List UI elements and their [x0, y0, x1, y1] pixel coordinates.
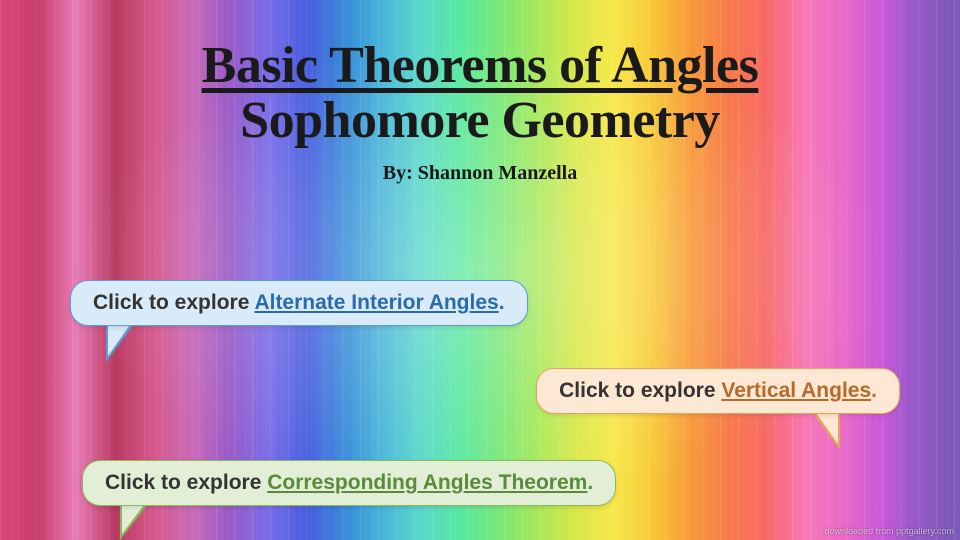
- callout-1-period: .: [499, 291, 505, 314]
- slide-content: Basic Theorems of Angles Sophomore Geome…: [0, 0, 960, 540]
- callout-corresponding-angles[interactable]: Click to explore Corresponding Angles Th…: [82, 460, 616, 506]
- callout-2-tail: [814, 410, 838, 444]
- callout-3-prefix: Click to explore: [105, 471, 267, 494]
- callout-2-period: .: [871, 379, 877, 402]
- callout-1-link[interactable]: Alternate Interior Angles: [254, 291, 498, 314]
- watermark: downloaded from pptgallery.com: [825, 526, 954, 536]
- callout-2-link[interactable]: Vertical Angles: [721, 379, 871, 402]
- callout-2-prefix: Click to explore: [559, 379, 721, 402]
- byline: By: Shannon Manzella: [0, 162, 960, 185]
- title-block: Basic Theorems of Angles Sophomore Geome…: [0, 36, 960, 185]
- title-line-2: Sophomore Geometry: [0, 91, 960, 150]
- callout-1-tail: [108, 322, 132, 356]
- callout-1-prefix: Click to explore: [93, 291, 254, 314]
- callout-3-tail: [122, 502, 146, 534]
- callout-alternate-interior[interactable]: Click to explore Alternate Interior Angl…: [70, 280, 528, 326]
- callout-3-link[interactable]: Corresponding Angles Theorem: [267, 471, 587, 494]
- callout-vertical-angles[interactable]: Click to explore Vertical Angles.: [536, 368, 900, 414]
- title-line-1: Basic Theorems of Angles: [0, 36, 960, 95]
- callout-3-period: .: [587, 471, 593, 494]
